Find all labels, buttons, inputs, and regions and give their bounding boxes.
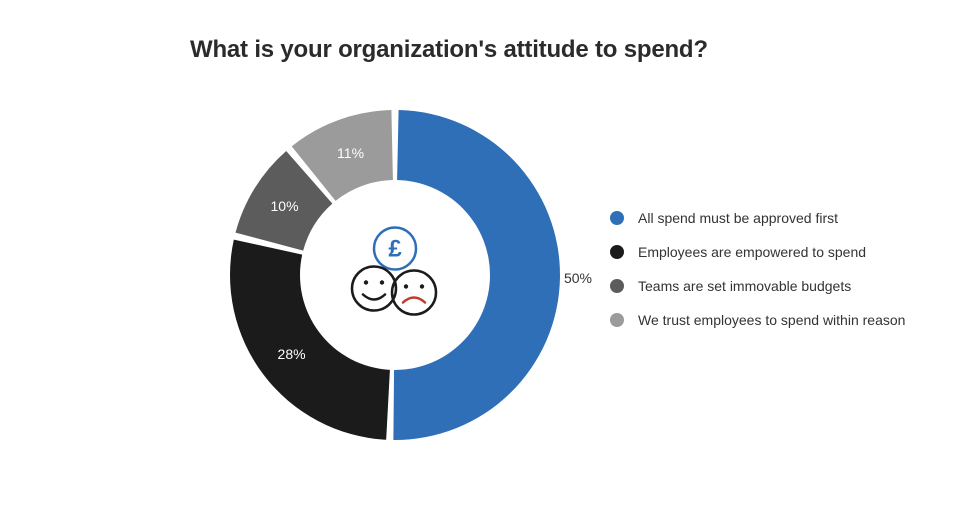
donut-slice (393, 110, 560, 440)
legend: All spend must be approved first Employee… (610, 210, 905, 346)
legend-swatch (610, 245, 624, 259)
donut-svg (230, 110, 560, 440)
donut-chart: £ 50%28%10%11% (230, 110, 560, 440)
legend-label: Teams are set immovable budgets (638, 278, 851, 294)
legend-swatch (610, 313, 624, 327)
legend-item: All spend must be approved first (610, 210, 905, 226)
legend-label: We trust employees to spend within reaso… (638, 312, 905, 328)
legend-item: Teams are set immovable budgets (610, 278, 905, 294)
legend-item: We trust employees to spend within reaso… (610, 312, 905, 328)
slice-value-label: 50% (564, 270, 592, 286)
legend-label: Employees are empowered to spend (638, 244, 866, 260)
legend-swatch (610, 279, 624, 293)
legend-swatch (610, 211, 624, 225)
chart-title: What is your organization's attitude to … (190, 36, 708, 64)
legend-label: All spend must be approved first (638, 210, 838, 226)
donut-slice (230, 240, 390, 440)
legend-item: Employees are empowered to spend (610, 244, 905, 260)
